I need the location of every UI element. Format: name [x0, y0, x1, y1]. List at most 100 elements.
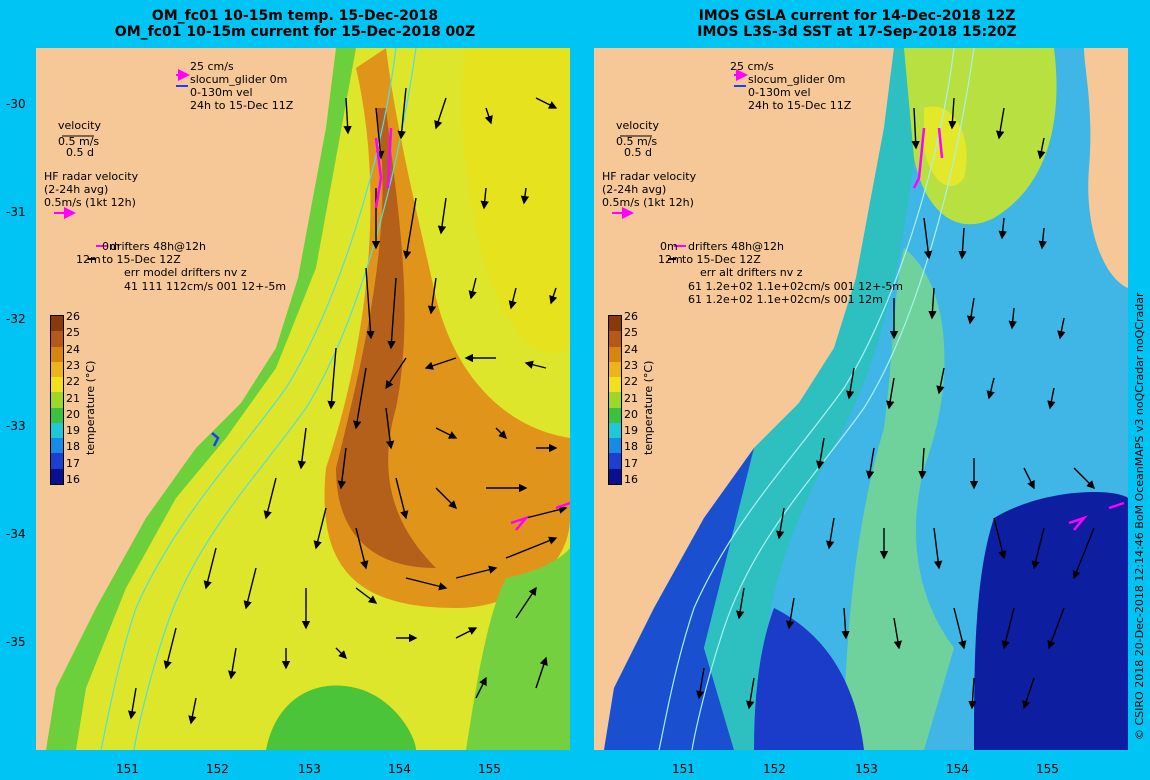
left-lat-tick: -30 — [6, 97, 26, 111]
colorbar-swatch — [609, 438, 621, 454]
right-map-panel[interactable]: 25 cm/s slocum_glider 0m 0-130m vel 24h … — [594, 48, 1128, 750]
right-title: IMOS GSLA current for 14-Dec-2018 12Z IM… — [617, 8, 1097, 40]
colorbar-tick: 21 — [66, 391, 80, 405]
left-lat-tick: -33 — [6, 419, 26, 433]
left-err-line1: err model drifters nv z — [124, 266, 247, 279]
colorbar-swatch — [609, 316, 621, 332]
right-legend-driftto: to 15-Dec 12Z — [682, 253, 761, 266]
left-lon-tick: 155 — [478, 762, 501, 776]
left-warm-hot — [336, 108, 436, 568]
colorbar-tick: 17 — [66, 456, 80, 470]
right-legend-glider: slocum_glider 0m — [748, 73, 846, 86]
left-lon-tick: 154 — [388, 762, 411, 776]
right-green-tongue — [844, 248, 954, 750]
right-err-line1: err alt drifters nv z — [700, 266, 803, 279]
left-title-line2: OM_fc01 10-15m current for 15-Dec-2018 0… — [114, 24, 476, 40]
colorbar-tick: 23 — [624, 358, 638, 372]
colorbar-swatch — [51, 361, 63, 378]
colorbar-swatch — [609, 407, 621, 423]
right-map-svg — [604, 48, 1128, 750]
colorbar-tick: 22 — [624, 375, 638, 389]
right-legend-hf3: 0.5m/s (1kt 12h) — [602, 196, 694, 209]
left-title-line1: OM_fc01 10-15m temp. 15-Dec-2018 — [151, 8, 439, 24]
right-legend-hf1: HF radar velocity — [602, 170, 697, 183]
left-legend-drift0m: 0m — [102, 240, 120, 253]
left-glider-track — [211, 432, 220, 447]
colorbar-tick: 25 — [66, 326, 80, 340]
right-land-patch-ne — [1084, 48, 1128, 288]
right-title-line1: IMOS GSLA current for 14-Dec-2018 12Z — [698, 8, 1016, 24]
colorbar-tick: 17 — [624, 456, 638, 470]
right-velocity-arrows — [696, 97, 1095, 710]
colorbar-swatch — [609, 422, 621, 439]
right-deep-blue-s — [754, 608, 864, 750]
colorbar-tick: 18 — [66, 440, 80, 454]
left-s-green — [266, 685, 416, 750]
left-legend-window: 24h to 15-Dec 11Z — [190, 99, 294, 112]
colorbar-swatch — [609, 453, 621, 469]
left-lon-tick: 151 — [116, 762, 139, 776]
right-lon-tick: 153 — [855, 762, 878, 776]
left-lat-tick: -32 — [6, 312, 26, 326]
right-deep-blue-west — [604, 448, 764, 750]
colorbar-swatch — [609, 377, 621, 393]
right-colorbar-label: temperature (°C) — [642, 360, 655, 455]
right-lon-tick: 152 — [763, 762, 786, 776]
left-legend-velscale: 0.5 m/s — [58, 135, 100, 148]
right-lon-tick: 151 — [672, 762, 695, 776]
left-legend-driftlabel: drifters 48h@12h — [110, 240, 207, 253]
left-map-panel[interactable]: 25 cm/s slocum_glider 0m 0-130m vel 24h … — [36, 48, 570, 750]
colorbar-tick: 26 — [66, 310, 80, 323]
left-legend-driftto: to 15-Dec 12Z — [102, 253, 181, 266]
right-lon-tick: 154 — [946, 762, 969, 776]
colorbar-tick: 20 — [624, 407, 638, 421]
left-legend-velocity: velocity — [58, 119, 101, 132]
left-lon-tick: 153 — [298, 762, 321, 776]
colorbar-tick: 22 — [66, 375, 80, 389]
left-legend-glider: slocum_glider 0m — [190, 73, 288, 86]
colorbar-tick: 19 — [66, 424, 80, 438]
right-err-line3: 61 1.2e+02 1.1e+02cm/s 001 12m — [688, 293, 883, 306]
right-legend-veldays: 0.5 d — [624, 146, 652, 159]
colorbar-swatch — [51, 438, 63, 454]
colorbar-tick: 24 — [624, 342, 638, 356]
right-lon-tick: 155 — [1036, 762, 1059, 776]
left-legend-drift12m: 12m — [76, 253, 101, 266]
colorbar-tick: 20 — [66, 407, 80, 421]
colorbar-tick: 19 — [624, 424, 638, 438]
left-green-shelf — [46, 48, 356, 750]
right-teal-band — [704, 48, 924, 750]
colorbar-swatch — [51, 407, 63, 423]
colorbar-tick: 23 — [66, 358, 80, 372]
right-legend-driftlabel: drifters 48h@12h — [688, 240, 785, 253]
colorbar-swatch — [51, 346, 63, 362]
left-title: OM_fc01 10-15m temp. 15-Dec-2018 OM_fc01… — [60, 8, 530, 40]
colorbar-tick: 16 — [66, 473, 80, 486]
right-legend-velocity: velocity — [616, 119, 659, 132]
left-colorbar — [50, 315, 64, 485]
left-lat-tick: -31 — [6, 205, 26, 219]
colorbar-swatch — [609, 346, 621, 362]
left-legend-scale: 25 cm/s — [190, 60, 234, 73]
left-map-svg — [46, 48, 570, 750]
left-legend-hf2: (2-24h avg) — [44, 183, 109, 196]
right-legend-window: 24h to 15-Dec 11Z — [748, 99, 852, 112]
colorbar-swatch — [51, 422, 63, 439]
left-velocity-arrows — [128, 87, 568, 725]
credit-line: © CSIRO 2018 20-Dec-2018 12:14:46 BoM Oc… — [1133, 292, 1146, 740]
colorbar-swatch — [51, 377, 63, 393]
left-lat-tick: -35 — [6, 635, 26, 649]
left-lat-tick: -34 — [6, 527, 26, 541]
right-drifter-tracks — [912, 127, 1125, 531]
left-legend-hf3: 0.5m/s (1kt 12h) — [44, 196, 136, 209]
left-legend-hf1: HF radar velocity — [44, 170, 139, 183]
colorbar-swatch — [609, 392, 621, 408]
colorbar-swatch — [609, 468, 621, 484]
right-deep-blue-se — [974, 492, 1128, 750]
left-err-line2: 41 111 112cm/s 001 12+-5m — [124, 280, 287, 293]
right-legend-vel: 0-130m vel — [748, 86, 811, 99]
colorbar-swatch — [609, 331, 621, 347]
right-legend-drift12m: 12m — [658, 253, 683, 266]
left-legend-vel: 0-130m vel — [190, 86, 253, 99]
colorbar-tick: 16 — [624, 473, 638, 486]
